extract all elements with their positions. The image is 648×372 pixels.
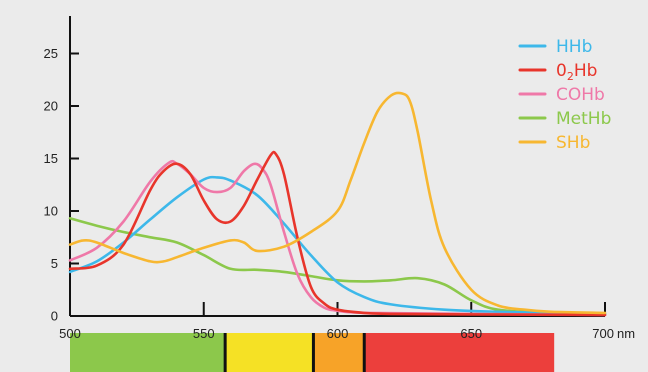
series-line-o2hb	[68, 150, 607, 317]
y-tick-label: 15	[44, 151, 58, 166]
y-tick-label: 10	[44, 204, 58, 219]
series-line-methb	[68, 217, 607, 316]
color-band	[225, 333, 314, 372]
y-tick-label: 25	[44, 46, 58, 61]
legend-label: COHb	[556, 85, 605, 105]
axes	[69, 16, 605, 317]
x-tick-label: 600	[327, 326, 349, 341]
x-ticks: 500 550 600 650 700	[59, 302, 614, 341]
series-line-hhb	[68, 175, 607, 316]
x-tick-label: 550	[193, 326, 215, 341]
color-band	[70, 333, 226, 372]
x-tick-label: 500	[59, 326, 81, 341]
x-unit-label: nm	[617, 326, 635, 341]
legend-label: MetHb	[556, 109, 611, 129]
x-tick-label: 650	[460, 326, 482, 341]
y-tick-label: 20	[44, 99, 58, 114]
series-lines	[68, 91, 607, 317]
band-divider	[311, 333, 315, 372]
band-divider	[223, 333, 227, 372]
legend-label: 02Hb	[556, 61, 597, 83]
band-divider	[362, 333, 366, 372]
color-band	[313, 333, 365, 372]
series-line-shb	[68, 91, 607, 315]
color-band-strip	[70, 333, 555, 372]
legend-label: SHb	[556, 133, 590, 153]
color-band	[364, 333, 555, 372]
y-ticks: 0 5 10 15 20 25	[44, 46, 79, 324]
x-tick-label: 700	[592, 326, 614, 341]
legend-label: HHb	[556, 37, 592, 57]
y-tick-label: 5	[51, 256, 58, 271]
y-tick-label: 0	[51, 309, 58, 324]
